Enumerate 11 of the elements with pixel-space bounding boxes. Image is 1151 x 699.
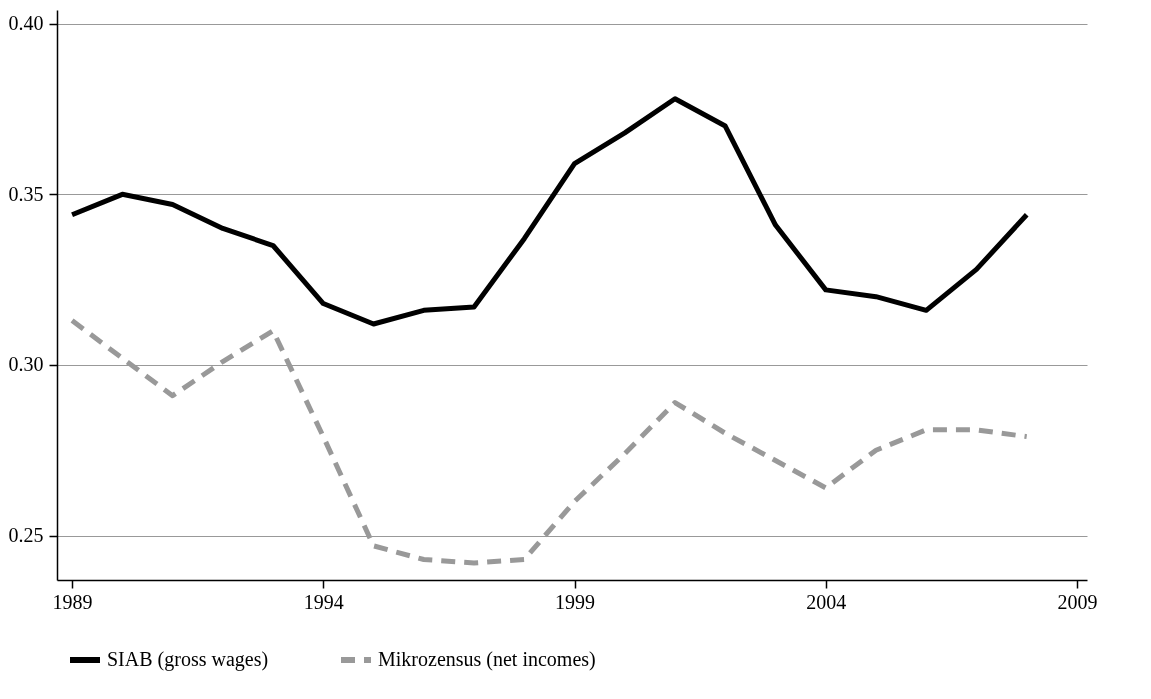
x-tick-label: 1989 bbox=[52, 590, 93, 613]
x-tick-label: 1994 bbox=[303, 590, 344, 613]
y-tick-label: 0.40 bbox=[8, 12, 44, 35]
legend-label: SIAB (gross wages) bbox=[107, 648, 269, 671]
y-tick-label: 0.35 bbox=[8, 182, 44, 205]
y-tick-label: 0.30 bbox=[8, 353, 44, 376]
x-tick-label: 2009 bbox=[1057, 590, 1098, 613]
x-tick-label: 2004 bbox=[806, 590, 847, 613]
legend-label: Mikrozensus (net incomes) bbox=[378, 648, 596, 671]
y-tick-label: 0.25 bbox=[8, 524, 44, 547]
x-tick-label: 1999 bbox=[555, 590, 596, 613]
